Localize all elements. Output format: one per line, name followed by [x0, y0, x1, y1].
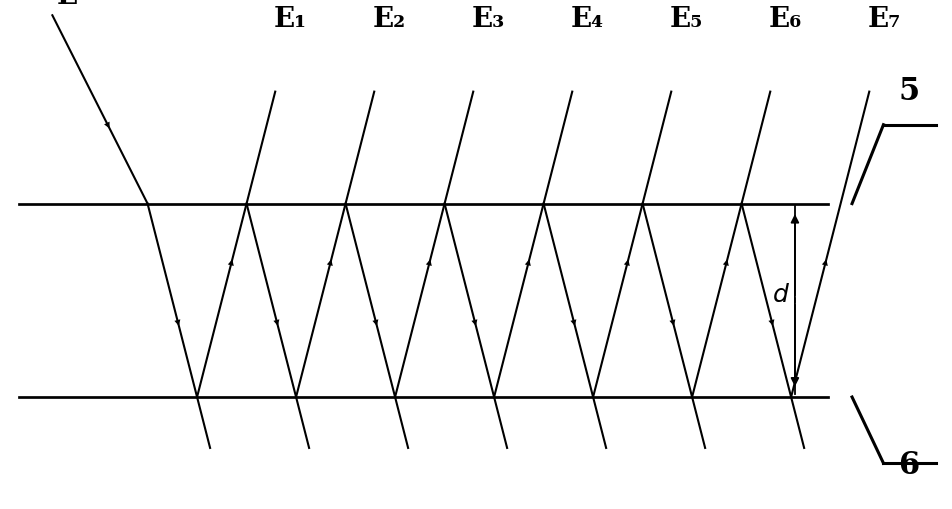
- Text: E: E: [57, 0, 78, 10]
- Text: E₁: E₁: [273, 6, 307, 33]
- Text: 5: 5: [899, 76, 920, 107]
- Text: E₆: E₆: [768, 6, 802, 33]
- Text: E₄: E₄: [570, 6, 604, 33]
- Text: E₂: E₂: [372, 6, 406, 33]
- Text: $d$: $d$: [772, 283, 789, 307]
- Text: E₇: E₇: [867, 6, 901, 33]
- Text: E₅: E₅: [669, 6, 703, 33]
- Text: 6: 6: [899, 450, 920, 481]
- Text: E₃: E₃: [471, 6, 505, 33]
